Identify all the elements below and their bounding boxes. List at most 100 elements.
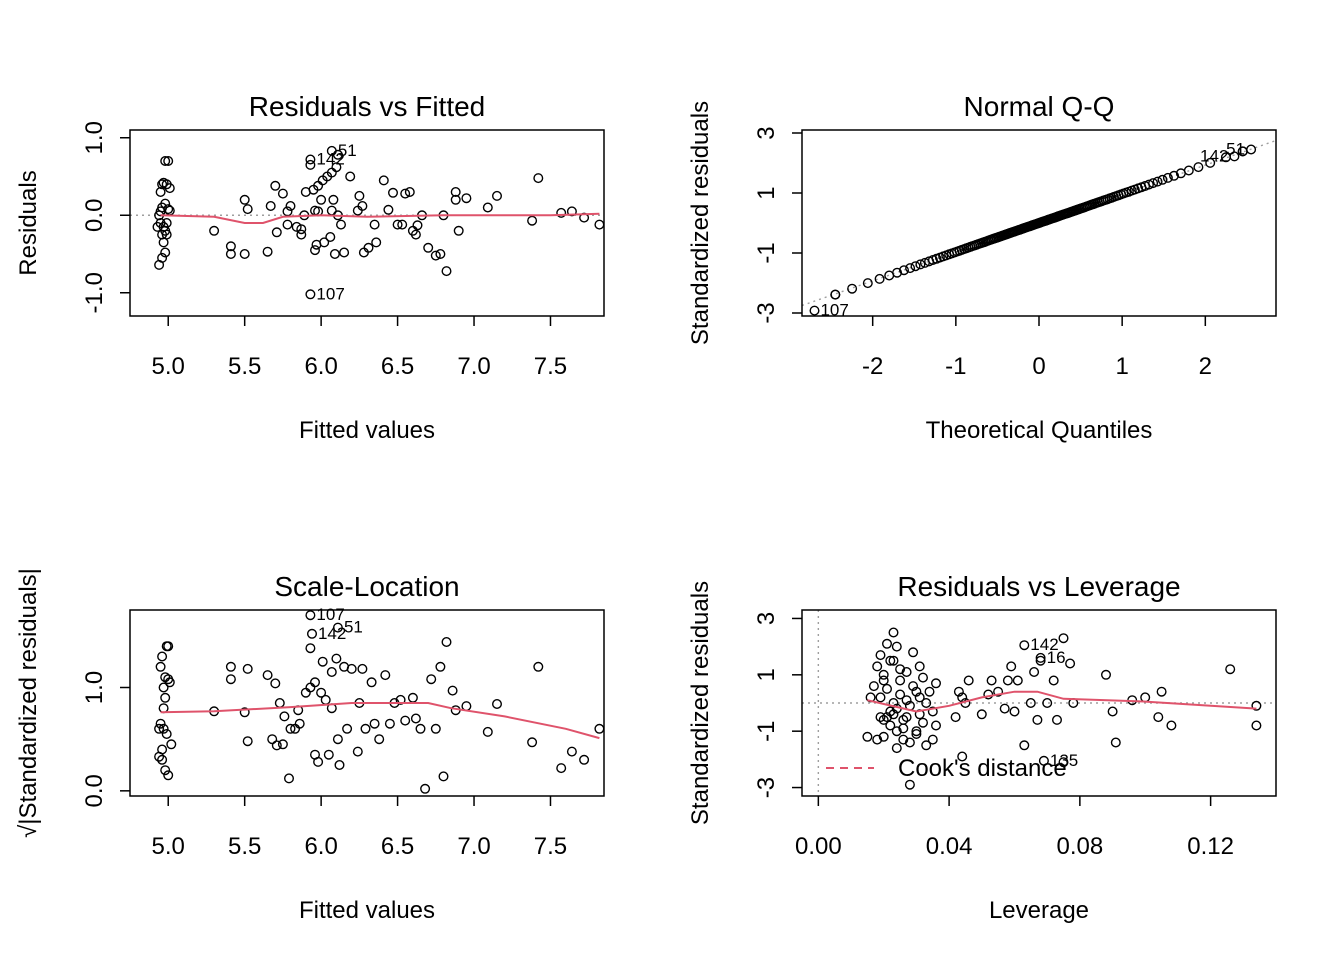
data-point xyxy=(875,650,886,661)
data-point xyxy=(1205,157,1216,168)
data-point xyxy=(438,771,449,782)
data-point xyxy=(163,204,174,215)
x-tick-label: 0.04 xyxy=(926,833,973,860)
data-point xyxy=(157,754,168,765)
x-tick-label: 6.5 xyxy=(381,353,414,380)
data-point xyxy=(918,672,929,683)
data-point xyxy=(891,641,902,652)
data-point xyxy=(412,220,423,231)
data-point xyxy=(566,746,577,757)
data-point xyxy=(931,678,942,689)
data-point xyxy=(360,723,371,734)
data-point xyxy=(155,718,166,729)
data-point xyxy=(1143,179,1154,190)
data-point xyxy=(305,682,316,693)
data-point xyxy=(904,779,915,790)
data-point xyxy=(847,283,858,294)
data-point xyxy=(911,686,922,697)
plot-frame xyxy=(129,609,605,797)
data-point xyxy=(885,706,896,717)
x-tick-label: -1 xyxy=(945,353,966,380)
data-point xyxy=(209,225,220,236)
plot-frame xyxy=(801,609,1277,797)
data-point xyxy=(157,651,168,662)
x-tick-label: 6.0 xyxy=(304,353,337,380)
data-point xyxy=(164,183,175,194)
x-tick-label: 7.0 xyxy=(457,833,490,860)
data-point xyxy=(892,267,903,278)
data-point xyxy=(242,204,253,215)
data-point xyxy=(392,219,403,230)
data-point xyxy=(305,643,316,654)
data-point xyxy=(976,709,987,720)
data-point xyxy=(891,726,902,737)
data-point xyxy=(157,744,168,755)
y-tick-label: -1 xyxy=(753,242,780,263)
x-axis-label: Theoretical Quantiles xyxy=(926,417,1153,444)
data-point xyxy=(158,723,169,734)
data-point xyxy=(957,751,968,762)
point-label: 16 xyxy=(1047,648,1066,667)
data-point xyxy=(336,219,347,230)
x-axis-label: Fitted values xyxy=(299,417,435,444)
data-point xyxy=(1012,675,1023,686)
data-point xyxy=(492,699,503,710)
data-point xyxy=(911,726,922,737)
data-point xyxy=(332,149,343,160)
data-point xyxy=(323,749,334,760)
data-point xyxy=(426,674,437,685)
point-label: 51 xyxy=(338,141,357,160)
data-point xyxy=(882,712,893,723)
data-point xyxy=(450,194,461,205)
data-point xyxy=(566,206,577,217)
data-point xyxy=(239,248,250,259)
y-tick-label: 0.0 xyxy=(81,774,108,807)
data-point xyxy=(868,681,879,692)
data-point xyxy=(875,712,886,723)
data-point xyxy=(450,186,461,197)
data-point xyxy=(331,162,342,173)
data-point xyxy=(225,674,236,685)
data-point xyxy=(383,204,394,215)
data-point xyxy=(320,694,331,705)
data-point xyxy=(242,736,253,747)
panel-title: Normal Q-Q xyxy=(964,91,1115,122)
x-tick-label: 0.12 xyxy=(1187,833,1234,860)
smooth-trend-line xyxy=(867,690,1257,713)
data-point xyxy=(1157,174,1168,185)
data-point xyxy=(163,674,174,685)
data-point xyxy=(305,159,316,170)
data-point xyxy=(157,179,168,190)
data-point xyxy=(533,661,544,672)
data-point xyxy=(225,661,236,672)
data-point xyxy=(166,739,177,750)
data-point xyxy=(1246,144,1257,155)
y-tick-label: -1 xyxy=(753,721,780,742)
data-point xyxy=(882,638,893,649)
data-point xyxy=(1006,661,1017,672)
data-point xyxy=(1058,757,1069,768)
data-point xyxy=(1183,165,1194,176)
data-point xyxy=(594,723,605,734)
data-point xyxy=(160,198,171,209)
data-point xyxy=(363,242,374,253)
data-point xyxy=(888,655,899,666)
data-point xyxy=(878,731,889,742)
data-point xyxy=(878,675,889,686)
data-point xyxy=(430,250,441,261)
data-point xyxy=(319,237,330,248)
data-point xyxy=(420,783,431,794)
data-point xyxy=(1038,755,1049,766)
data-point xyxy=(270,678,281,689)
x-tick-label: 0.00 xyxy=(795,833,842,860)
data-point xyxy=(152,221,163,232)
data-point xyxy=(830,289,841,300)
y-axis-label: Standardized residuals xyxy=(687,101,714,345)
data-point xyxy=(1009,706,1020,717)
data-point xyxy=(326,205,337,216)
data-point xyxy=(310,677,321,688)
data-point xyxy=(904,737,915,748)
